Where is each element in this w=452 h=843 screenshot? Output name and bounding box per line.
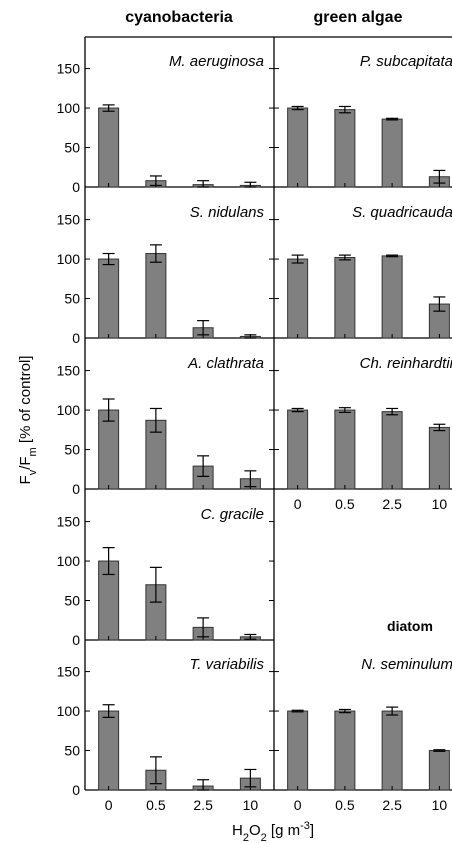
bar <box>287 258 309 339</box>
species-title: P. subcapitata <box>360 53 452 70</box>
column-title-cyanobacteria: cyanobacteria <box>125 9 233 26</box>
bar <box>98 107 120 188</box>
x-axis-title: H2O2 [g m-3] <box>232 820 314 843</box>
y-tick-label: 0 <box>72 632 80 648</box>
y-tick-label: 100 <box>57 402 81 418</box>
y-tick-label: 0 <box>72 179 80 195</box>
y-tick-label: 150 <box>57 363 81 379</box>
bar <box>381 255 403 339</box>
x-tick-label: 0 <box>294 797 302 813</box>
x-tick-label: 2.5 <box>193 797 213 813</box>
bar <box>98 258 120 339</box>
y-tick-label: 50 <box>64 442 80 458</box>
bar <box>145 253 167 339</box>
bar <box>334 256 356 339</box>
section-label-diatom: diatom <box>387 618 433 634</box>
bar <box>381 411 403 490</box>
y-tick-label: 150 <box>57 61 81 77</box>
species-title: A. clathrata <box>187 355 264 372</box>
x-tick-label: 2.5 <box>382 496 402 512</box>
bar <box>381 710 403 791</box>
x-tick-label: 0.5 <box>146 797 166 813</box>
bar <box>287 710 309 791</box>
panel-s-nidulans: 0 50 100 150 S. nidulans <box>57 204 274 346</box>
panel-s-quadricauda: S. quadricauda <box>274 204 452 339</box>
panel-p-subcapitata: P. subcapitata <box>274 53 452 188</box>
bar <box>428 426 450 490</box>
y-tick-label: 50 <box>64 291 80 307</box>
bar <box>334 409 356 490</box>
y-tick-label: 100 <box>57 703 81 719</box>
bar <box>381 118 403 188</box>
y-tick-label: 50 <box>64 743 80 759</box>
panel-c-gracile: 0 50 100 150 C. gracile <box>57 506 274 648</box>
column-title-green-algae: green algae <box>314 9 403 26</box>
panel-a-clathrata: 0 50 100 150 A. clathrata <box>57 355 274 497</box>
x-tick-label: 10 <box>243 797 259 813</box>
bar <box>98 409 120 490</box>
species-title: S. nidulans <box>190 204 265 221</box>
y-tick-label: 150 <box>57 212 81 228</box>
bar <box>428 750 450 791</box>
x-tick-label: 0.5 <box>335 797 355 813</box>
species-title: N. seminulum <box>361 656 452 673</box>
y-tick-label: 50 <box>64 140 80 156</box>
y-tick-label: 100 <box>57 100 81 116</box>
species-title: Ch. reinhardtii <box>360 355 452 372</box>
y-tick-label: 100 <box>57 251 81 267</box>
y-tick-label: 0 <box>72 330 80 346</box>
species-title: S. quadricauda <box>352 204 452 221</box>
panel-m-aeruginosa: 0 50 100 150 M. aeruginosa <box>57 53 274 195</box>
y-tick-label: 150 <box>57 514 81 530</box>
bar <box>287 409 309 490</box>
bar <box>334 710 356 791</box>
y-axis-title: Fv/Fm [% of control] <box>17 356 39 485</box>
y-tick-label: 150 <box>57 664 81 680</box>
y-tick-label: 0 <box>72 481 80 497</box>
panel-t-variabilis: 0 50 100 150 0 0.5 2.5 10 T. variabilis <box>57 656 274 813</box>
x-tick-label: 0.5 <box>335 496 355 512</box>
x-tick-label: 10 <box>432 797 448 813</box>
x-tick-label: 2.5 <box>382 797 402 813</box>
species-title: T. variabilis <box>190 656 265 673</box>
x-tick-label: 10 <box>432 496 448 512</box>
panel-ch-reinhardtii: 0 0.5 2.5 10 Ch. reinhardtii <box>274 355 452 512</box>
bar <box>334 109 356 188</box>
species-title: M. aeruginosa <box>169 53 264 70</box>
species-title: C. gracile <box>201 506 264 523</box>
y-tick-label: 100 <box>57 553 81 569</box>
y-tick-label: 50 <box>64 593 80 609</box>
panel-n-seminulum: 0 0.5 2.5 10 N. seminulum <box>274 656 452 813</box>
y-tick-label: 0 <box>72 782 80 798</box>
x-tick-label: 0 <box>294 496 302 512</box>
bar <box>287 107 309 188</box>
bar <box>98 710 120 791</box>
x-tick-label: 0 <box>105 797 113 813</box>
